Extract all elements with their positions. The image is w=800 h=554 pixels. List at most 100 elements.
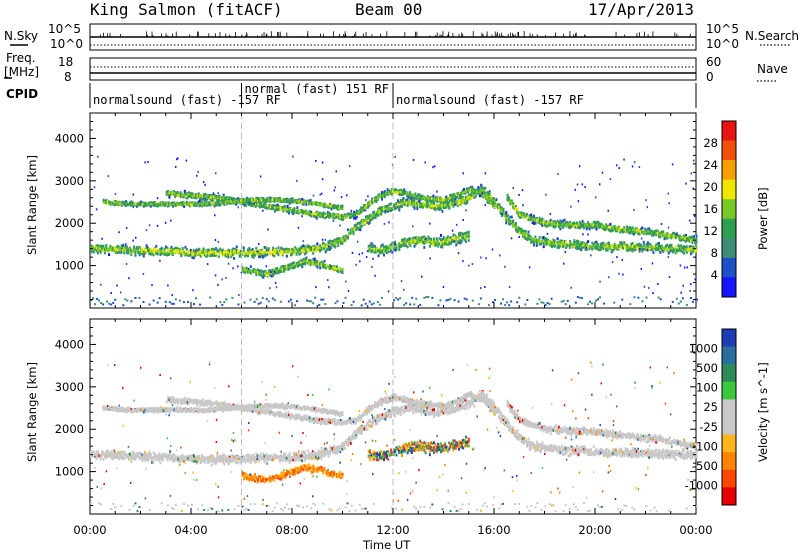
range-gate-cell xyxy=(633,228,636,232)
range-gate-cell xyxy=(269,197,272,201)
range-gate-cell xyxy=(127,250,130,254)
range-gate-cell xyxy=(401,204,404,208)
range-gate-cell xyxy=(163,204,166,207)
range-gate-cell xyxy=(265,197,268,201)
range-gate-cell xyxy=(344,238,347,242)
range-gate-cell xyxy=(206,197,209,201)
range-gate-cell xyxy=(266,251,269,254)
range-gate-cell xyxy=(384,247,387,251)
range-gate-cell xyxy=(368,200,371,204)
range-gate-cell xyxy=(226,254,229,258)
range-gate-cell xyxy=(455,243,458,247)
range-gate-cell xyxy=(493,201,496,205)
range-gate-cell xyxy=(258,269,261,273)
range-gate-cell xyxy=(96,244,99,248)
range-gate-cell xyxy=(678,245,681,249)
range-gate-cell xyxy=(367,215,370,218)
range-gate-cell xyxy=(281,199,284,203)
range-gate-cell xyxy=(109,247,112,251)
range-gate-cell xyxy=(527,230,530,234)
range-gate-cell xyxy=(339,242,342,245)
range-gate-cell xyxy=(375,195,378,199)
range-gate-cell xyxy=(355,223,358,227)
range-gate-cell xyxy=(458,240,461,244)
range-gate-cell xyxy=(289,248,292,252)
range-gate-cell xyxy=(310,245,313,249)
range-gate-cell xyxy=(606,244,609,248)
range-gate-cell xyxy=(250,203,253,207)
range-gate-cell xyxy=(458,233,461,237)
range-gate-cell xyxy=(541,236,544,240)
range-gate-cell xyxy=(610,228,613,232)
range-gate-cell xyxy=(377,254,380,258)
range-gate-cell xyxy=(330,207,333,211)
range-gate-cell xyxy=(298,199,301,203)
range-gate-cell xyxy=(426,199,429,203)
range-gate-cell xyxy=(418,199,421,203)
range-gate-cell xyxy=(258,205,261,209)
range-gate-cell xyxy=(208,203,211,207)
range-gate-cell xyxy=(115,202,118,206)
range-gate-cell xyxy=(271,250,274,254)
range-gate-cell xyxy=(564,241,567,244)
range-gate-cell xyxy=(414,192,417,196)
range-gate-cell xyxy=(222,193,225,197)
range-gate-cell xyxy=(208,194,211,197)
range-gate-cell xyxy=(509,220,512,224)
range-gate-cell xyxy=(249,265,252,269)
range-gate-cell xyxy=(222,199,225,203)
range-gate-cell xyxy=(435,196,438,200)
range-gate-cell xyxy=(509,202,512,206)
range-gate-cell xyxy=(294,210,297,214)
range-gate-cell xyxy=(442,238,445,242)
range-gate-cell xyxy=(373,250,376,254)
range-gate-cell xyxy=(230,200,233,203)
range-gate-cell xyxy=(458,202,461,206)
range-gate-cell xyxy=(446,240,449,244)
range-gate-cell xyxy=(630,228,633,231)
range-gate-cell xyxy=(360,224,363,228)
range-gate-cell xyxy=(534,218,537,222)
range-gate-cell xyxy=(594,223,597,227)
range-gate-cell xyxy=(276,249,279,253)
range-gate-cell xyxy=(556,219,559,223)
range-gate-cell xyxy=(216,252,219,255)
range-gate-cell xyxy=(445,242,448,246)
range-gate-cell xyxy=(523,229,526,233)
range-gate-cell xyxy=(580,241,583,245)
range-gate-cell xyxy=(164,251,167,255)
range-gate-cell xyxy=(249,251,252,255)
range-gate-cell xyxy=(214,252,217,255)
range-gate-cell xyxy=(210,248,213,251)
range-gate-cell xyxy=(449,236,452,239)
range-gate-cell xyxy=(496,206,499,210)
nsearch-tick-bottom: 10^0 xyxy=(706,37,739,51)
range-gate-cell xyxy=(398,248,401,252)
range-gate-cell xyxy=(290,200,293,204)
range-gate-cell xyxy=(563,240,566,244)
range-gate-cell xyxy=(626,228,629,232)
range-gate-cell xyxy=(545,220,548,223)
range-gate-cell xyxy=(367,249,370,253)
range-gate-cell xyxy=(369,244,372,247)
range-gate-cell xyxy=(408,192,411,196)
range-gate-cell xyxy=(149,252,152,256)
range-gate-cell xyxy=(409,244,412,247)
range-gate-cell xyxy=(446,243,449,246)
range-gate-cell xyxy=(337,237,340,240)
range-gate-cell xyxy=(395,206,398,210)
range-gate-cell xyxy=(229,201,232,205)
range-gate-cell xyxy=(544,223,547,227)
range-gate-cell xyxy=(269,207,272,211)
range-gate-cell xyxy=(182,195,185,199)
range-gate-cell xyxy=(689,252,692,256)
range-gate-cell xyxy=(406,203,409,207)
range-gate-cell xyxy=(641,226,644,230)
range-gate-cell xyxy=(231,247,234,251)
range-gate-cell xyxy=(301,247,304,251)
range-gate-cell xyxy=(533,241,536,244)
range-gate-cell xyxy=(220,250,223,254)
range-gate-cell xyxy=(423,242,426,245)
range-gate-cell xyxy=(653,231,656,235)
range-gate-cell xyxy=(692,247,695,251)
